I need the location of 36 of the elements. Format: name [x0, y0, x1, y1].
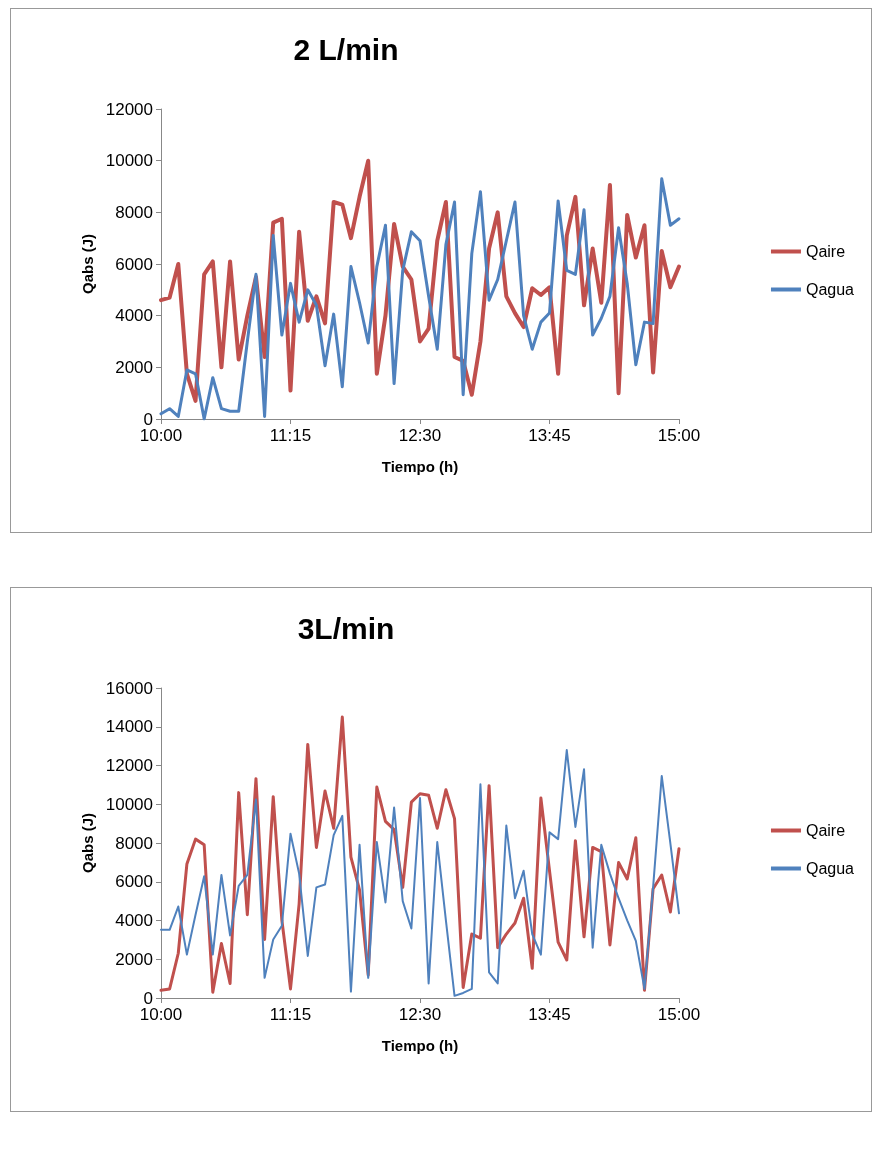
y-tick-label: 10000 — [105, 794, 153, 814]
y-tick-label: 4000 — [115, 306, 153, 326]
legend-label: Qaire — [805, 243, 846, 260]
x-tick-label: 12:30 — [398, 426, 442, 445]
y-tick-label: 12000 — [105, 99, 153, 119]
y-tick-label: 6000 — [115, 872, 153, 892]
x-tick-label: 10:00 — [139, 1005, 183, 1024]
y-tick-label: 0 — [143, 409, 153, 429]
x-tick-label: 11:15 — [269, 1005, 312, 1024]
y-tick-label: 0 — [143, 988, 153, 1008]
y-tick-label: 8000 — [115, 833, 153, 853]
y-tick-label: 4000 — [115, 911, 153, 930]
x-tick-label: 12:30 — [398, 1005, 442, 1024]
y-tick-label: 16000 — [105, 678, 153, 698]
x-tick-label: 13:45 — [528, 426, 571, 445]
y-tick-label: 8000 — [115, 202, 153, 222]
y-axis-title: Qabs (J) — [78, 233, 96, 295]
x-tick-label: 10:00 — [139, 426, 183, 445]
chart-title: 3L/min — [297, 611, 395, 645]
chart-title: 2 L/min — [293, 32, 399, 66]
x-tick-label: 13:45 — [528, 1005, 571, 1024]
y-axis-title: Qabs (J) — [78, 812, 96, 874]
x-tick-label: 11:15 — [269, 426, 312, 445]
y-tick-label: 6000 — [115, 254, 153, 274]
x-axis-title: Tiempo (h) — [381, 458, 459, 475]
y-tick-label: 12000 — [105, 756, 153, 775]
x-tick-label: 15:00 — [657, 1005, 701, 1024]
legend-label: Qagua — [805, 281, 855, 298]
legend-label: Qagua — [805, 860, 855, 877]
y-tick-label: 14000 — [105, 717, 153, 737]
y-tick-label: 10000 — [105, 151, 153, 171]
x-tick-label: 15:00 — [657, 426, 701, 445]
y-tick-label: 2000 — [115, 949, 153, 969]
y-tick-label: 2000 — [115, 357, 153, 377]
x-axis-title: Tiempo (h) — [381, 1037, 459, 1054]
legend-label: Qaire — [805, 822, 846, 839]
